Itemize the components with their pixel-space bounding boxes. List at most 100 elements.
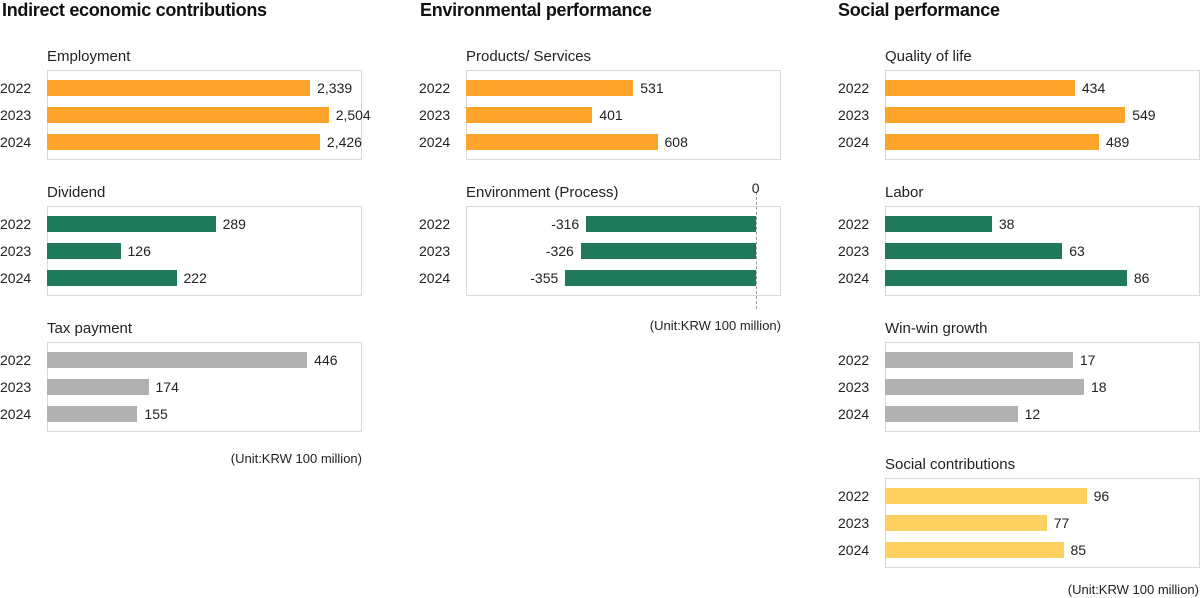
- value-label: 18: [1090, 379, 1107, 395]
- year-label: 2024: [0, 134, 32, 150]
- chart-title: Products/ Services: [466, 48, 592, 65]
- year-label: 2022: [838, 488, 870, 504]
- chart-title: Employment: [47, 48, 131, 65]
- chart-win-win-growth: Win-win growth 2022 17 2023 18 2024 12: [838, 320, 1200, 432]
- year-label: 2024: [838, 542, 870, 558]
- year-label: 2022: [0, 352, 32, 368]
- value-label: 63: [1069, 243, 1085, 259]
- year-label: 2024: [838, 134, 870, 150]
- bar: [885, 352, 1073, 368]
- value-label: 549: [1132, 107, 1156, 123]
- chart-products-services: Products/ Services 2022 531 2023 401 2024 608: [419, 48, 781, 160]
- value-label: -326: [545, 243, 574, 259]
- bar: [885, 406, 1018, 422]
- year-label: 2024: [838, 270, 870, 286]
- value-label: 2,504: [335, 107, 371, 123]
- chart-employment: Employment 2022 2,339 2023 2,504 2024 2,426: [0, 48, 371, 160]
- value-label: 96: [1093, 488, 1110, 504]
- year-label: 2023: [419, 107, 451, 123]
- value-label: 17: [1079, 352, 1096, 368]
- chart-title: Tax payment: [47, 320, 133, 337]
- value-label: 38: [998, 216, 1015, 232]
- bar: [885, 80, 1075, 96]
- year-label: 2024: [419, 270, 451, 286]
- zero-axis-line: [755, 192, 757, 309]
- bar: [47, 80, 311, 96]
- year-label: 2024: [419, 134, 451, 150]
- value-label: -355: [530, 270, 559, 286]
- bar: [885, 216, 992, 232]
- section-title-environmental: Environmental performance: [420, 0, 652, 20]
- value-label: 2,339: [317, 80, 353, 96]
- bar: [885, 379, 1084, 395]
- year-label: 2022: [419, 216, 451, 232]
- bar: [47, 243, 121, 259]
- value-label: 289: [222, 216, 246, 232]
- section-title-economic: Indirect economic contributions: [2, 0, 267, 20]
- chart-dividend: Dividend 2022 289 2023 126 2024 222: [0, 184, 362, 296]
- value-label: 608: [664, 134, 688, 150]
- value-label: 126: [127, 243, 151, 259]
- bar: [586, 216, 756, 232]
- bar: [47, 134, 320, 150]
- bar: [885, 107, 1126, 123]
- unit-note-economic: (Unit:KRW 100 million): [230, 451, 362, 466]
- bar: [885, 270, 1127, 286]
- zero-axis-label: 0: [751, 180, 760, 196]
- bar: [885, 542, 1064, 558]
- bar: [47, 406, 138, 422]
- chart-title: Win-win growth: [885, 320, 988, 337]
- bar: [47, 379, 149, 395]
- year-label: 2022: [0, 216, 32, 232]
- year-label: 2024: [838, 406, 870, 422]
- year-label: 2023: [838, 515, 870, 531]
- chart-title: Social contributions: [885, 456, 1016, 473]
- bar: [47, 270, 177, 286]
- value-label: 174: [155, 379, 179, 395]
- unit-note-social: (Unit:KRW 100 million): [1067, 582, 1199, 597]
- year-label: 2024: [0, 406, 32, 422]
- section-title-social: Social performance: [838, 0, 1000, 20]
- bar: [466, 80, 634, 96]
- value-label: 155: [144, 406, 168, 422]
- year-label: 2023: [0, 379, 32, 395]
- value-label: 85: [1070, 542, 1087, 558]
- chart-title: Environment (Process): [466, 184, 619, 201]
- unit-note-environmental: (Unit:KRW 100 million): [649, 318, 781, 333]
- chart-title: Dividend: [47, 184, 106, 201]
- value-label: 446: [314, 352, 338, 368]
- year-label: 2022: [838, 80, 870, 96]
- year-label: 2023: [0, 243, 32, 259]
- value-label: 489: [1105, 134, 1130, 150]
- bar: [47, 216, 216, 232]
- chart-social-contributions: Social contributions 2022 96 2023 77 2024 85: [838, 456, 1200, 568]
- chart-environment-process: Environment (Process) 2022 -316 2023 -326 202…: [419, 180, 781, 309]
- bar: [47, 352, 308, 368]
- bar: [466, 134, 658, 150]
- year-label: 2022: [838, 352, 870, 368]
- value-label: 12: [1024, 406, 1041, 422]
- bar: [885, 488, 1087, 504]
- bar: [47, 107, 329, 123]
- chart-title: Quality of life: [885, 48, 972, 65]
- bar: [466, 107, 593, 123]
- chart-quality-of-life: Quality of life 2022 434 2023 549 2024 489: [838, 48, 1200, 160]
- value-label: 2,426: [326, 134, 362, 150]
- value-label: 434: [1081, 80, 1106, 96]
- value-label: 77: [1053, 515, 1070, 531]
- value-label: 86: [1133, 270, 1150, 286]
- year-label: 2023: [0, 107, 32, 123]
- bar: [885, 243, 1063, 259]
- bar: [565, 270, 756, 286]
- chart-title: Labor: [885, 184, 924, 201]
- year-label: 2023: [838, 107, 870, 123]
- bar: [580, 243, 756, 259]
- value-label: 401: [599, 107, 623, 123]
- year-label: 2023: [838, 243, 870, 259]
- bar: [885, 134, 1099, 150]
- year-label: 2022: [838, 216, 870, 232]
- chart-labor: Labor 2022 38 2023 63 2024 86: [838, 184, 1200, 296]
- year-label: 2023: [838, 379, 870, 395]
- chart-tax-payment: Tax payment 2022 446 2023 174 2024 155: [0, 320, 362, 432]
